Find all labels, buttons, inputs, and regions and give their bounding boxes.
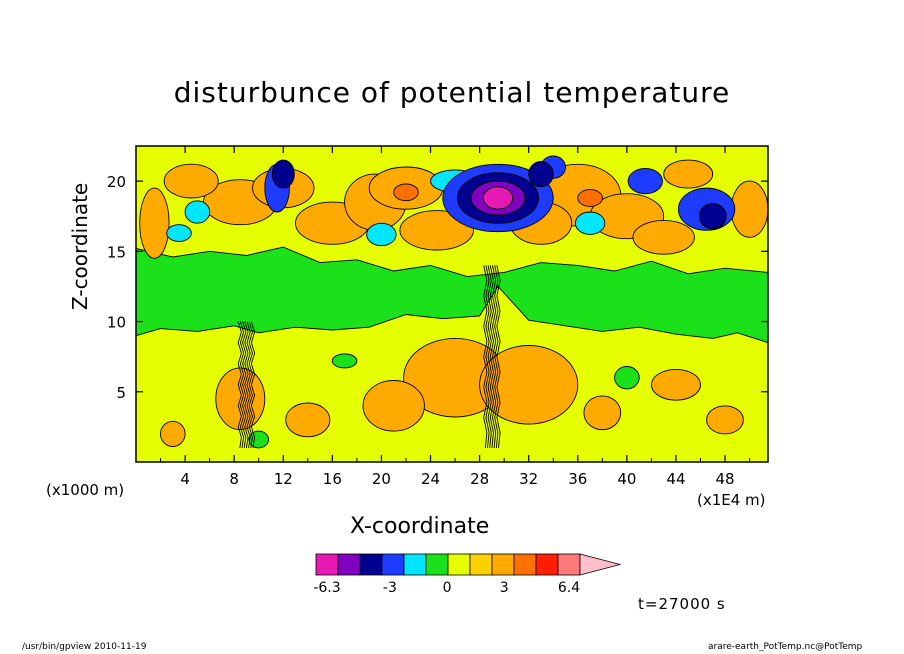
contour-region [663, 159, 714, 189]
contour-region [160, 420, 186, 447]
plot-frame [135, 145, 769, 463]
x-axis-label: X-coordinate [350, 514, 490, 539]
contour-region [399, 210, 474, 251]
contour-region [163, 163, 219, 199]
contour-region [651, 368, 701, 401]
colorbar-swatch [469, 553, 493, 576]
contour-region [271, 159, 295, 189]
colorbar-swatch [513, 553, 537, 576]
contour-region [528, 161, 554, 188]
x-tick-label: 28 [470, 470, 489, 488]
x-tick-label: 20 [372, 470, 391, 488]
contour-region [393, 183, 419, 202]
dense-contour-line [487, 265, 492, 449]
contour-region [706, 405, 744, 435]
dense-contour-line [242, 321, 247, 449]
colorbar-swatch [535, 553, 559, 576]
y-tick-label: 20 [107, 173, 126, 191]
colorbar-swatch [491, 553, 515, 576]
contour-region [285, 402, 331, 438]
y-tick-label: 5 [116, 384, 126, 402]
dense-contour-line [248, 321, 253, 449]
dense-contour-line [244, 321, 249, 449]
x-tick-label: 32 [519, 470, 538, 488]
dense-contour-line [485, 265, 490, 449]
contour-region [482, 186, 514, 210]
dense-contour-line [250, 321, 256, 449]
contour-region [583, 395, 622, 431]
contour-region [698, 203, 727, 230]
contour-region [730, 180, 768, 238]
contour-region [577, 189, 603, 207]
y-tick-label: 10 [107, 314, 126, 332]
contour-region [574, 211, 606, 235]
contour-region [139, 187, 170, 259]
colorbar-swatch [403, 553, 427, 576]
colorbar-label: 3 [500, 580, 509, 596]
y-axis-label: Z-coordinate [68, 182, 92, 310]
x-unit-label: (x1000 m) [46, 481, 125, 499]
contour-region [331, 353, 358, 369]
colorbar-label: -3 [383, 580, 397, 596]
colorbar-swatch [315, 553, 339, 576]
x-tick-label: 48 [716, 470, 735, 488]
dense-contour-line [237, 321, 242, 449]
x-tick-label: 36 [568, 470, 587, 488]
x-tick-label: 24 [421, 470, 440, 488]
colorbar: -6.3 -3 0 3 6.4 [313, 553, 622, 596]
colorbar-swatch [381, 553, 405, 576]
contour-region [632, 219, 695, 255]
colorbar-swatch [337, 553, 361, 576]
colorbar-arrow [579, 553, 622, 576]
dense-contour-line [494, 265, 499, 449]
y-axis: 5 10 15 20 [107, 173, 768, 402]
colorbar-swatch [359, 553, 383, 576]
contour-region [166, 224, 192, 242]
colorbar-label: 6.4 [558, 580, 580, 596]
contour-plot [136, 146, 768, 462]
dense-contour-line [489, 265, 494, 449]
x-tick-label: 44 [666, 470, 685, 488]
contour-region [479, 345, 579, 425]
contour-region [184, 200, 211, 224]
x-tick-label: 8 [229, 470, 239, 488]
contour-region [362, 380, 425, 432]
x-tick-label: 4 [180, 470, 190, 488]
dense-contour-line [239, 321, 245, 449]
time-label: t=27000 s [638, 595, 726, 613]
footer-file: arare-earth_PotTemp.nc@PotTemp [708, 642, 863, 652]
colorbar-label: 0 [443, 580, 452, 596]
x-tick-label: 12 [274, 470, 293, 488]
colorbar-label: -6.3 [313, 580, 340, 596]
contour-region [614, 366, 640, 390]
contour-region [627, 168, 663, 195]
x-tick-label: 16 [323, 470, 342, 488]
colorbar-swatch [425, 553, 449, 576]
x-tick-label: 40 [617, 470, 636, 488]
y-tick-label: 15 [107, 243, 126, 261]
dense-contour-line [483, 265, 488, 449]
colorbar-swatch [557, 553, 581, 576]
dense-contour-line [492, 265, 497, 449]
colorbar-swatch [447, 553, 471, 576]
dense-contour-line [246, 321, 251, 449]
dense-contour-line [496, 265, 501, 449]
y-unit-label: (x1E4 m) [697, 491, 766, 509]
chart-title: disturbunce of potential temperature [173, 76, 731, 109]
contour-region [366, 222, 397, 247]
x-axis: 4 8 12 16 20 24 28 32 36 40 44 48 [160, 146, 751, 488]
footer-program: /usr/bin/gpview 2010-11-19 [22, 642, 147, 652]
